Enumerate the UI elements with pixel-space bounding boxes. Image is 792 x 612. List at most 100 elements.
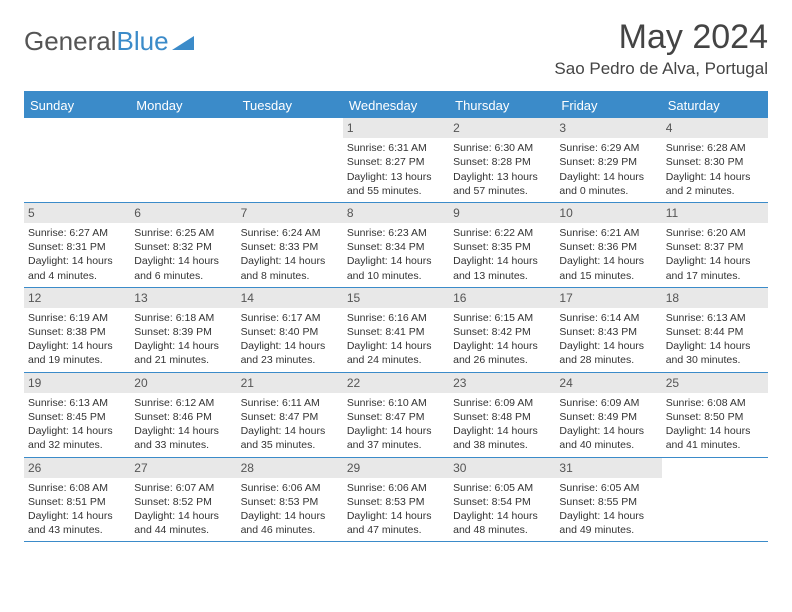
daylight-line: Daylight: 14 hours and 43 minutes. <box>28 509 126 537</box>
sunrise-line: Sunrise: 6:28 AM <box>666 141 764 155</box>
day-number: 10 <box>555 203 661 223</box>
sunrise-line: Sunrise: 6:24 AM <box>241 226 339 240</box>
day-cell: 29Sunrise: 6:06 AMSunset: 8:53 PMDayligh… <box>343 458 449 542</box>
sunrise-line: Sunrise: 6:07 AM <box>134 481 232 495</box>
sunset-line: Sunset: 8:36 PM <box>559 240 657 254</box>
day-number: 20 <box>130 373 236 393</box>
daylight-line: Daylight: 14 hours and 47 minutes. <box>347 509 445 537</box>
sunset-line: Sunset: 8:55 PM <box>559 495 657 509</box>
sunset-line: Sunset: 8:46 PM <box>134 410 232 424</box>
sunrise-line: Sunrise: 6:18 AM <box>134 311 232 325</box>
sunset-line: Sunset: 8:38 PM <box>28 325 126 339</box>
day-cell: 6Sunrise: 6:25 AMSunset: 8:32 PMDaylight… <box>130 203 236 287</box>
day-cell: 26Sunrise: 6:08 AMSunset: 8:51 PMDayligh… <box>24 458 130 542</box>
sunset-line: Sunset: 8:39 PM <box>134 325 232 339</box>
daylight-line: Daylight: 14 hours and 6 minutes. <box>134 254 232 282</box>
daylight-line: Daylight: 14 hours and 23 minutes. <box>241 339 339 367</box>
sunset-line: Sunset: 8:53 PM <box>241 495 339 509</box>
day-number: 11 <box>662 203 768 223</box>
day-cell: 31Sunrise: 6:05 AMSunset: 8:55 PMDayligh… <box>555 458 661 542</box>
day-number: 9 <box>449 203 555 223</box>
sunrise-line: Sunrise: 6:27 AM <box>28 226 126 240</box>
day-cell <box>662 458 768 542</box>
sunset-line: Sunset: 8:37 PM <box>666 240 764 254</box>
sunset-line: Sunset: 8:33 PM <box>241 240 339 254</box>
day-cell: 27Sunrise: 6:07 AMSunset: 8:52 PMDayligh… <box>130 458 236 542</box>
sunrise-line: Sunrise: 6:20 AM <box>666 226 764 240</box>
dow-row: SundayMondayTuesdayWednesdayThursdayFrid… <box>24 93 768 118</box>
sunrise-line: Sunrise: 6:31 AM <box>347 141 445 155</box>
day-number: 4 <box>662 118 768 138</box>
day-cell: 1Sunrise: 6:31 AMSunset: 8:27 PMDaylight… <box>343 118 449 202</box>
sunrise-line: Sunrise: 6:13 AM <box>666 311 764 325</box>
day-number: 31 <box>555 458 661 478</box>
daylight-line: Daylight: 14 hours and 2 minutes. <box>666 170 764 198</box>
day-number: 28 <box>237 458 343 478</box>
daylight-line: Daylight: 14 hours and 4 minutes. <box>28 254 126 282</box>
day-number: 2 <box>449 118 555 138</box>
day-cell: 2Sunrise: 6:30 AMSunset: 8:28 PMDaylight… <box>449 118 555 202</box>
daylight-line: Daylight: 14 hours and 48 minutes. <box>453 509 551 537</box>
day-cell: 24 Sunrise: 6:09 AMSunset: 8:49 PMDayligh… <box>555 373 661 457</box>
dow-cell: Monday <box>130 93 236 118</box>
daylight-line: Daylight: 14 hours and 44 minutes. <box>134 509 232 537</box>
sunset-line: Sunset: 8:27 PM <box>347 155 445 169</box>
logo-triangle-icon <box>172 28 196 59</box>
dow-cell: Friday <box>555 93 661 118</box>
week-row: 1Sunrise: 6:31 AMSunset: 8:27 PMDaylight… <box>24 118 768 203</box>
day-number: 18 <box>662 288 768 308</box>
sunrise-line: Sunrise: 6:29 AM <box>559 141 657 155</box>
brand-part2: Blue <box>117 26 169 57</box>
sunset-line: Sunset: 8:48 PM <box>453 410 551 424</box>
daylight-line: Daylight: 14 hours and 37 minutes. <box>347 424 445 452</box>
dow-cell: Tuesday <box>237 93 343 118</box>
week-row: 19Sunrise: 6:13 AMSunset: 8:45 PMDayligh… <box>24 373 768 458</box>
sunset-line: Sunset: 8:41 PM <box>347 325 445 339</box>
sunrise-line: Sunrise: 6:17 AM <box>241 311 339 325</box>
sunrise-line: Sunrise: 6:08 AM <box>28 481 126 495</box>
day-cell: 4Sunrise: 6:28 AMSunset: 8:30 PMDaylight… <box>662 118 768 202</box>
daylight-line: Daylight: 14 hours and 17 minutes. <box>666 254 764 282</box>
daylight-line: Daylight: 14 hours and 19 minutes. <box>28 339 126 367</box>
day-cell <box>24 118 130 202</box>
sunrise-line: Sunrise: 6:09 AM <box>453 396 551 410</box>
day-cell: 8Sunrise: 6:23 AMSunset: 8:34 PMDaylight… <box>343 203 449 287</box>
day-number: 5 <box>24 203 130 223</box>
daylight-line: Daylight: 14 hours and 10 minutes. <box>347 254 445 282</box>
day-cell: 21Sunrise: 6:11 AMSunset: 8:47 PMDayligh… <box>237 373 343 457</box>
day-number: 12 <box>24 288 130 308</box>
sunset-line: Sunset: 8:29 PM <box>559 155 657 169</box>
sunset-line: Sunset: 8:50 PM <box>666 410 764 424</box>
day-number: 29 <box>343 458 449 478</box>
day-number: 15 <box>343 288 449 308</box>
sunrise-line: Sunrise: 6:25 AM <box>134 226 232 240</box>
sunrise-line: Sunrise: 6:09 AM <box>559 396 657 410</box>
daylight-line: Daylight: 14 hours and 40 minutes. <box>559 424 657 452</box>
dow-cell: Saturday <box>662 93 768 118</box>
sunset-line: Sunset: 8:34 PM <box>347 240 445 254</box>
day-cell: 22Sunrise: 6:10 AMSunset: 8:47 PMDayligh… <box>343 373 449 457</box>
sunrise-line: Sunrise: 6:19 AM <box>28 311 126 325</box>
sunset-line: Sunset: 8:49 PM <box>559 410 657 424</box>
day-cell: 30Sunrise: 6:05 AMSunset: 8:54 PMDayligh… <box>449 458 555 542</box>
daylight-line: Daylight: 14 hours and 13 minutes. <box>453 254 551 282</box>
day-cell: 13Sunrise: 6:18 AMSunset: 8:39 PMDayligh… <box>130 288 236 372</box>
day-number: 16 <box>449 288 555 308</box>
sunset-line: Sunset: 8:51 PM <box>28 495 126 509</box>
day-number: 24 <box>555 373 661 393</box>
day-number: 3 <box>555 118 661 138</box>
header: GeneralBlue May 2024 Sao Pedro de Alva, … <box>24 18 768 79</box>
day-cell: 19Sunrise: 6:13 AMSunset: 8:45 PMDayligh… <box>24 373 130 457</box>
daylight-line: Daylight: 14 hours and 24 minutes. <box>347 339 445 367</box>
daylight-line: Daylight: 14 hours and 46 minutes. <box>241 509 339 537</box>
sunrise-line: Sunrise: 6:06 AM <box>347 481 445 495</box>
sunset-line: Sunset: 8:35 PM <box>453 240 551 254</box>
sunrise-line: Sunrise: 6:14 AM <box>559 311 657 325</box>
daylight-line: Daylight: 14 hours and 49 minutes. <box>559 509 657 537</box>
sunrise-line: Sunrise: 6:23 AM <box>347 226 445 240</box>
day-number: 6 <box>130 203 236 223</box>
sunrise-line: Sunrise: 6:15 AM <box>453 311 551 325</box>
sunset-line: Sunset: 8:47 PM <box>241 410 339 424</box>
weeks-container: 1Sunrise: 6:31 AMSunset: 8:27 PMDaylight… <box>24 118 768 542</box>
day-cell: 20Sunrise: 6:12 AMSunset: 8:46 PMDayligh… <box>130 373 236 457</box>
